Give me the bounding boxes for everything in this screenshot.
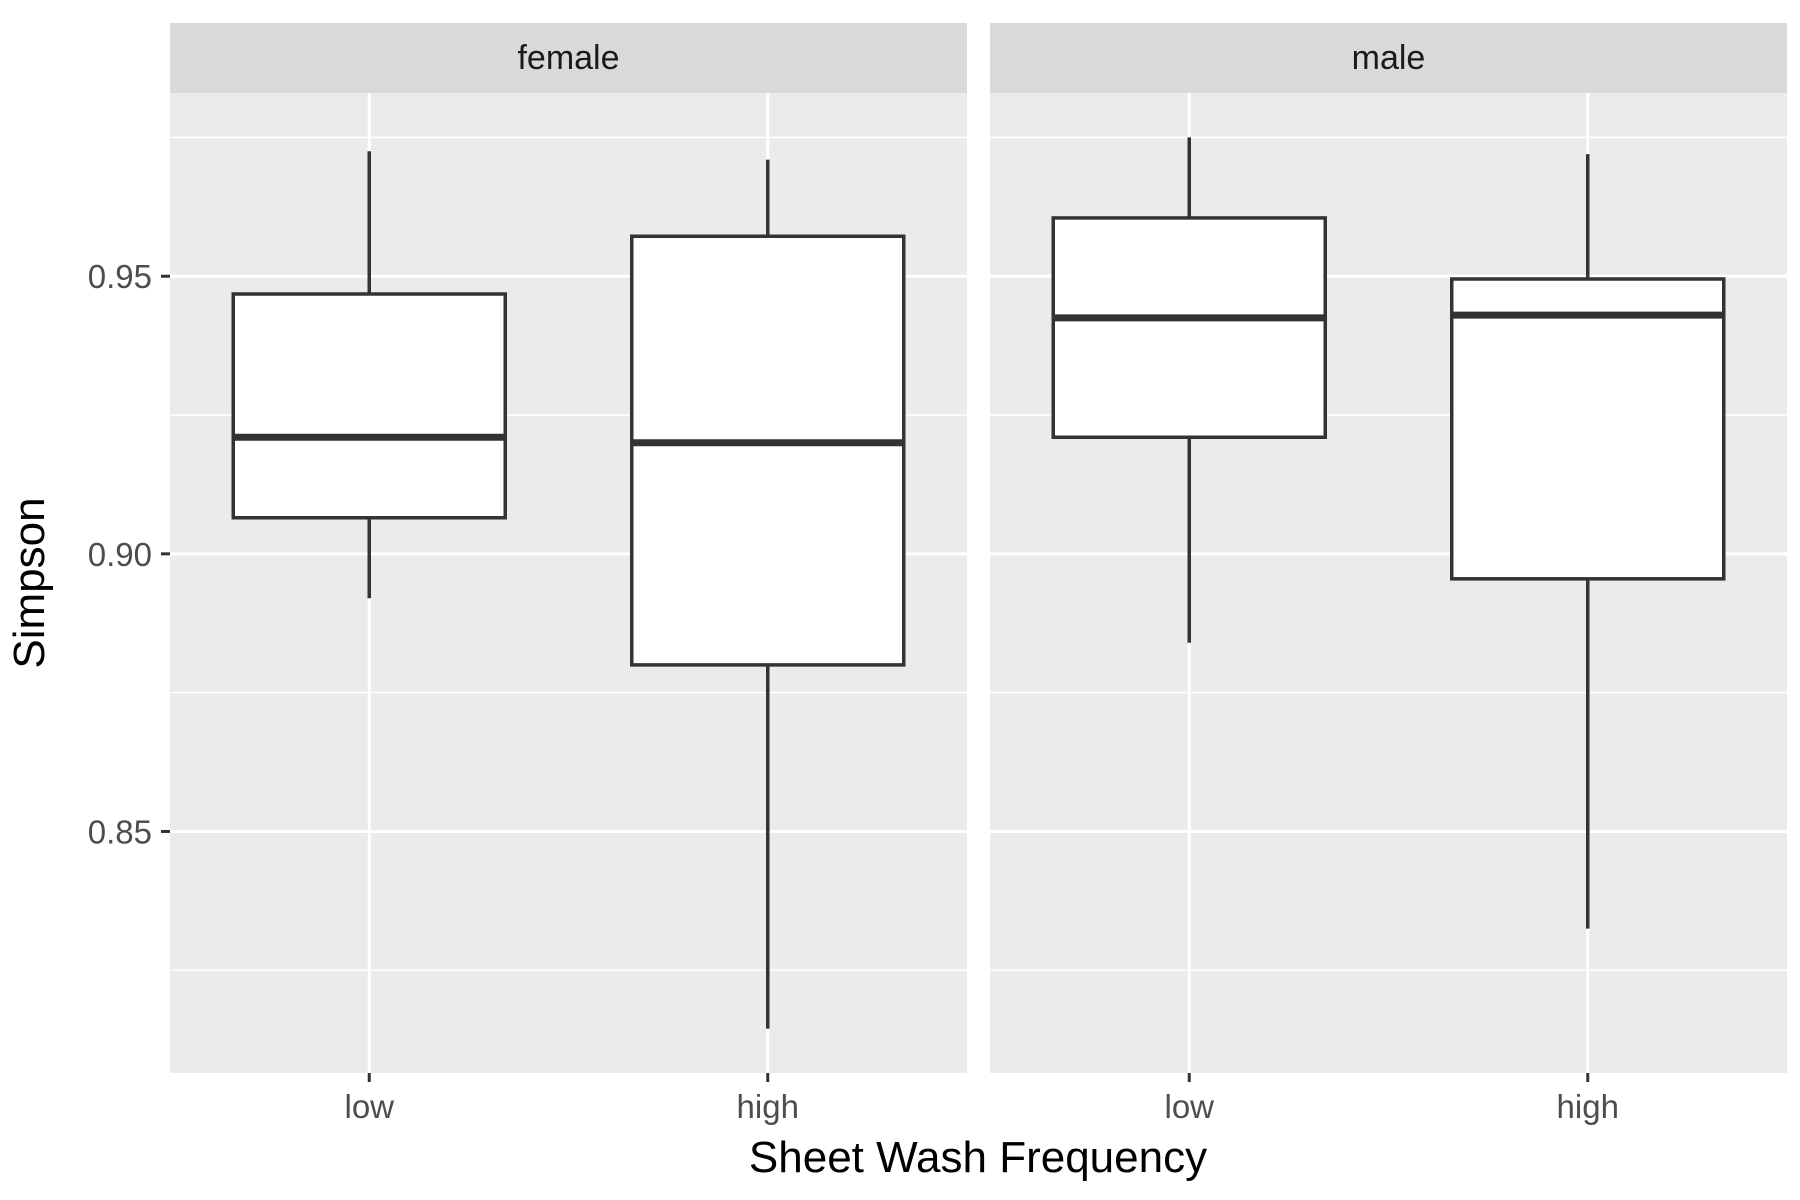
x-axis-title: Sheet Wash Frequency	[749, 1133, 1207, 1182]
box-iqr	[231, 292, 507, 520]
facet-strip	[990, 23, 1787, 93]
facet-panel-male: male low high	[990, 23, 1787, 1125]
x-tick-label: low	[344, 1088, 394, 1125]
facet-strip-label: male	[1352, 39, 1426, 77]
facet-panels: female low high male low high	[170, 23, 1787, 1125]
facet-strip	[170, 23, 967, 93]
y-tick-label: 0.95	[88, 258, 152, 295]
y-tick-label: 0.90	[88, 536, 152, 573]
box-female-high	[630, 159, 906, 1029]
y-axis: 0.85 0.90 0.95	[88, 258, 170, 850]
box-female-low	[231, 151, 507, 599]
facet-strip-label: female	[517, 39, 619, 77]
x-tick-label: high	[737, 1088, 799, 1125]
box-male-low	[1051, 137, 1327, 643]
box-iqr	[630, 234, 906, 667]
box-iqr	[1450, 277, 1726, 581]
x-tick-label: high	[1557, 1088, 1619, 1125]
box-iqr	[1051, 216, 1327, 439]
x-tick-label: low	[1164, 1088, 1214, 1125]
y-tick-label: 0.85	[88, 813, 152, 850]
y-axis-title: Simpson	[5, 497, 54, 668]
facet-panel-female: female low high	[170, 23, 967, 1125]
box-male-high	[1450, 154, 1726, 929]
